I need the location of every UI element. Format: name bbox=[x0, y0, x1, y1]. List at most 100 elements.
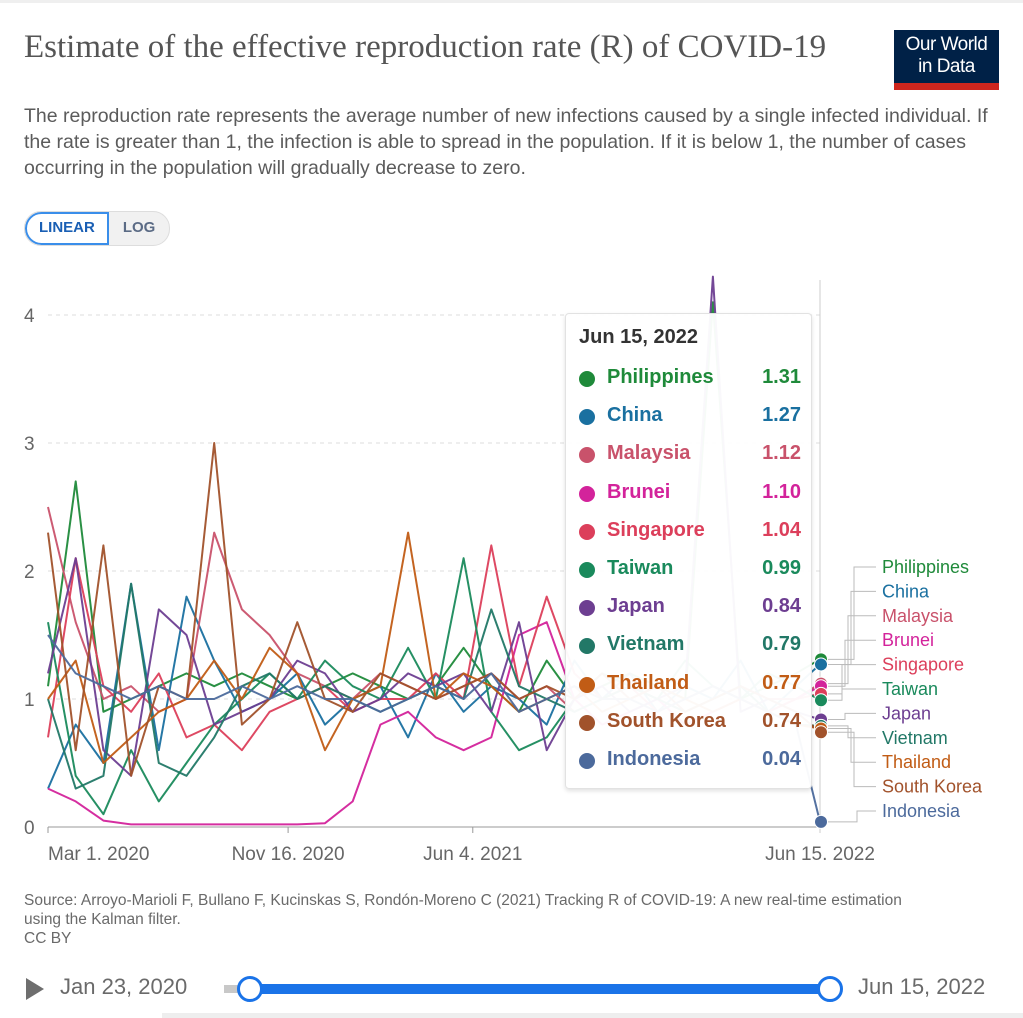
x-tick-label: Jun 15, 2022 bbox=[765, 844, 875, 860]
legend-label-indonesia[interactable]: Indonesia bbox=[882, 801, 961, 821]
y-tick-label: 2 bbox=[24, 562, 35, 583]
y-tick-label: 4 bbox=[24, 306, 35, 327]
legend-label-brunei[interactable]: Brunei bbox=[882, 630, 934, 650]
y-tick-label: 3 bbox=[24, 434, 35, 455]
legend-connector bbox=[828, 615, 876, 685]
legend-connector bbox=[828, 639, 876, 687]
legend-connector bbox=[828, 810, 876, 823]
tooltip-row: Singapore 1.04 bbox=[579, 519, 801, 545]
tooltip-value: 0.79 bbox=[762, 633, 801, 656]
legend-connector bbox=[828, 712, 876, 720]
tooltip-row: Japan 0.84 bbox=[579, 595, 801, 621]
tooltip-value: 0.99 bbox=[762, 557, 801, 579]
tooltip-value: 0.74 bbox=[762, 709, 801, 732]
legend-label-china[interactable]: China bbox=[882, 581, 930, 601]
tooltip-country: Vietnam bbox=[607, 633, 685, 656]
tooltip-country: Thailand bbox=[607, 671, 690, 694]
tooltip-row: Brunei 1.10 bbox=[579, 481, 801, 507]
tooltip-country: Taiwan bbox=[607, 557, 674, 579]
tooltip-row: Thailand 0.77 bbox=[579, 672, 801, 698]
tooltip-country: China bbox=[607, 404, 663, 427]
y-tick-label: 1 bbox=[24, 690, 35, 711]
tooltip-color-dot bbox=[579, 753, 595, 769]
y-axis-ticks: 0 1 2 3 4 bbox=[24, 306, 35, 839]
timeline-track-active[interactable] bbox=[250, 984, 830, 994]
tooltip-date: Jun 15, 2022 bbox=[579, 326, 698, 348]
chart-legend: Philippines China Malaysia Brunei Singapore T… bbox=[828, 557, 983, 823]
tooltip-country: South Korea bbox=[607, 709, 726, 732]
play-icon[interactable] bbox=[26, 978, 44, 1000]
legend-label-singapore[interactable]: Singapore bbox=[882, 655, 964, 675]
legend-connector bbox=[828, 727, 876, 763]
tooltip-country: Malaysia bbox=[607, 442, 691, 465]
timeline-end-handle[interactable] bbox=[817, 976, 843, 1002]
tooltip-value: 0.77 bbox=[762, 671, 801, 694]
owid-logo[interactable]: Our World in Data bbox=[894, 30, 999, 90]
tooltip-value: 0.04 bbox=[762, 748, 801, 770]
logo-accent-bar bbox=[894, 83, 999, 90]
tooltip-value: 1.31 bbox=[762, 366, 801, 388]
line-chart[interactable]: 0 1 2 3 4 Mar 1, 2020 Nov 16, 2020 Jun 4, 2021… bbox=[0, 260, 1023, 860]
tooltip-country: Philippines bbox=[607, 366, 714, 388]
linear-scale-button[interactable]: LINEAR bbox=[25, 212, 109, 245]
source-note: Source: Arroyo-Marioli F, Bullano F, Kuc… bbox=[24, 891, 924, 948]
tooltip-value: 1.10 bbox=[762, 480, 801, 503]
legend-connector bbox=[828, 590, 876, 665]
tooltip-row: Malaysia 1.12 bbox=[579, 442, 801, 468]
legend-label-japan[interactable]: Japan bbox=[882, 703, 931, 723]
endpoint-marker[interactable] bbox=[814, 725, 828, 740]
tooltip-color-dot bbox=[579, 447, 595, 464]
tooltip-row: Indonesia 0.04 bbox=[579, 748, 801, 774]
logo-line-2: in Data bbox=[918, 56, 975, 77]
tooltip-color-dot bbox=[579, 676, 595, 693]
logo-line-1: Our World bbox=[905, 34, 988, 55]
license-text[interactable]: CC BY bbox=[24, 930, 72, 947]
legend-label-vietnam[interactable]: Vietnam bbox=[882, 728, 948, 748]
series-endpoints bbox=[814, 652, 828, 829]
tooltip-color-dot bbox=[579, 485, 595, 502]
y-tick-label: 0 bbox=[24, 818, 35, 839]
tooltip-row: Taiwan 0.99 bbox=[579, 557, 801, 583]
tooltip-color-dot bbox=[579, 523, 595, 540]
chart-subtitle: The reproduction rate represents the ave… bbox=[24, 105, 988, 179]
legend-connector bbox=[828, 566, 876, 660]
chart-title: Estimate of the effective reproduction r… bbox=[24, 29, 827, 65]
x-tick-label: Nov 16, 2020 bbox=[232, 844, 345, 860]
bottom-divider bbox=[162, 1013, 1023, 1018]
tooltip-country: Japan bbox=[607, 595, 665, 618]
endpoint-marker[interactable] bbox=[814, 693, 828, 708]
scale-toggle: LINEAR LOG bbox=[24, 211, 171, 246]
tooltip-color-dot bbox=[579, 371, 595, 387]
tooltip-value: 1.04 bbox=[762, 518, 801, 541]
tooltip-row: Philippines 1.31 bbox=[579, 366, 801, 392]
tooltip-color-dot bbox=[579, 562, 595, 578]
source-text: Source: Arroyo-Marioli F, Bullano F, Kuc… bbox=[24, 892, 902, 928]
legend-label-malaysia[interactable]: Malaysia bbox=[882, 606, 954, 626]
legend-label-south-korea[interactable]: South Korea bbox=[882, 777, 983, 797]
tooltip-row: China 1.27 bbox=[579, 404, 801, 430]
timeline-end-label: Jun 15, 2022 bbox=[858, 974, 986, 999]
legend-label-thailand[interactable]: Thailand bbox=[882, 752, 951, 772]
x-tick-label: Mar 1, 2020 bbox=[48, 844, 149, 860]
tooltip-row: South Korea 0.74 bbox=[579, 710, 801, 736]
timeline: Jan 23, 2020 Jun 15, 2022 bbox=[0, 965, 1023, 1010]
top-border bbox=[0, 0, 1023, 3]
tooltip-country: Singapore bbox=[607, 518, 705, 541]
tooltip-value: 1.27 bbox=[762, 404, 801, 427]
hover-tooltip: Jun 15, 2022 Philippines 1.31 China 1.27 Mal… bbox=[565, 313, 812, 789]
legend-label-philippines[interactable]: Philippines bbox=[882, 557, 969, 577]
legend-connector bbox=[828, 664, 876, 695]
timeline-start-label: Jan 23, 2020 bbox=[60, 974, 188, 999]
tooltip-country: Brunei bbox=[607, 480, 671, 503]
endpoint-marker[interactable] bbox=[814, 657, 828, 672]
tooltip-color-dot bbox=[579, 600, 595, 617]
endpoint-marker[interactable] bbox=[814, 814, 828, 829]
legend-label-taiwan[interactable]: Taiwan bbox=[882, 679, 938, 699]
legend-connector bbox=[828, 731, 876, 788]
log-scale-button[interactable]: LOG bbox=[122, 219, 156, 236]
tooltip-value: 1.12 bbox=[762, 442, 801, 465]
tooltip-country: Indonesia bbox=[607, 748, 701, 770]
tooltip-color-dot bbox=[579, 714, 595, 731]
tooltip-color-dot bbox=[579, 638, 595, 655]
timeline-start-handle[interactable] bbox=[237, 976, 263, 1002]
